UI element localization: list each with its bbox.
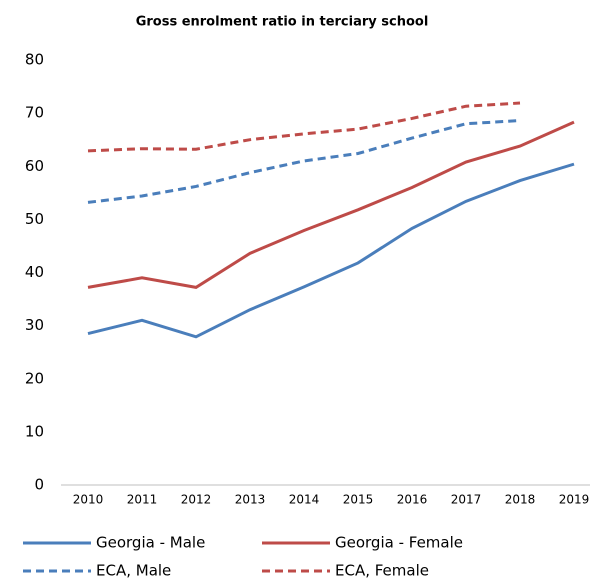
x-tick-label: 2011 bbox=[127, 493, 158, 507]
y-tick-label: 40 bbox=[25, 263, 44, 281]
legend-label: Georgia - Male bbox=[96, 534, 205, 552]
x-tick-label: 2015 bbox=[343, 493, 374, 507]
y-tick-label: 80 bbox=[25, 51, 44, 69]
x-tick-label: 2012 bbox=[181, 493, 212, 507]
legend-label: Georgia - Female bbox=[335, 534, 463, 552]
legend-label: ECA, Male bbox=[96, 562, 171, 580]
legend-label: ECA, Female bbox=[335, 562, 429, 580]
y-tick-label: 30 bbox=[25, 316, 44, 334]
x-tick-label: 2013 bbox=[235, 493, 266, 507]
series-line bbox=[87, 101, 521, 153]
series-line bbox=[87, 119, 521, 204]
series-line bbox=[87, 162, 575, 339]
y-tick-label: 20 bbox=[25, 369, 44, 387]
x-tick-label: 2016 bbox=[397, 493, 428, 507]
x-tick-label: 2018 bbox=[505, 493, 536, 507]
y-tick-label: 50 bbox=[25, 210, 44, 228]
x-tick-label: 2010 bbox=[73, 493, 104, 507]
y-tick-label: 10 bbox=[25, 422, 44, 440]
x-tick-label: 2017 bbox=[451, 493, 482, 507]
y-tick-label: 70 bbox=[25, 104, 44, 122]
y-tick-label: 0 bbox=[34, 476, 44, 494]
y-tick-label: 60 bbox=[25, 157, 44, 175]
x-tick-label: 2014 bbox=[289, 493, 320, 507]
x-tick-label: 2019 bbox=[559, 493, 590, 507]
chart-title: Gross enrolment ratio in terciary school bbox=[136, 15, 429, 30]
series-line bbox=[87, 120, 575, 289]
